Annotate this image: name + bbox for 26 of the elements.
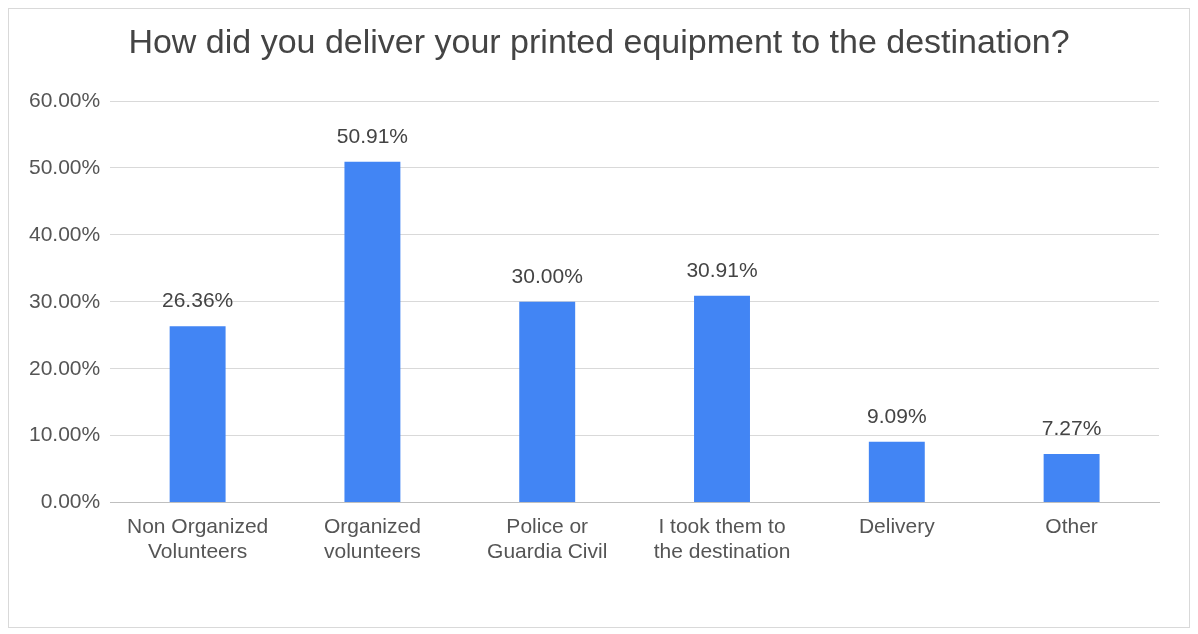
x-tick-label: Non Organized Volunteers — [127, 514, 269, 563]
y-tick-label: 20.00% — [28, 355, 101, 379]
data-label: 30.91% — [686, 258, 758, 282]
x-tick-label: I took them to the destination — [653, 514, 791, 563]
y-tick-label: 40.00% — [28, 221, 101, 245]
bar — [694, 295, 750, 503]
data-label: 26.36% — [162, 288, 234, 312]
data-label: 7.27% — [1041, 416, 1102, 440]
y-tick-label: 30.00% — [28, 288, 101, 312]
y-tick-label: 50.00% — [28, 154, 101, 178]
x-tick-label: Police or Guardia Civil — [487, 514, 608, 563]
y-tick-label: 60.00% — [28, 87, 101, 111]
x-tick-label: Other — [1045, 514, 1098, 537]
x-tick-label: Organized volunteers — [323, 514, 421, 563]
y-tick-label: 0.00% — [40, 489, 101, 513]
bar — [344, 161, 401, 503]
data-label: 30.00% — [511, 264, 583, 288]
bar — [169, 326, 226, 503]
y-tick-label: 10.00% — [28, 422, 101, 446]
data-label: 9.09% — [867, 404, 927, 428]
data-label: 50.91% — [336, 124, 409, 148]
bar — [519, 301, 576, 503]
bar — [868, 441, 925, 503]
x-tick-label: Delivery — [858, 514, 936, 537]
bar — [1043, 453, 1100, 503]
chart-title: How did you deliver your printed equipment to the destination? — [127, 21, 1071, 61]
